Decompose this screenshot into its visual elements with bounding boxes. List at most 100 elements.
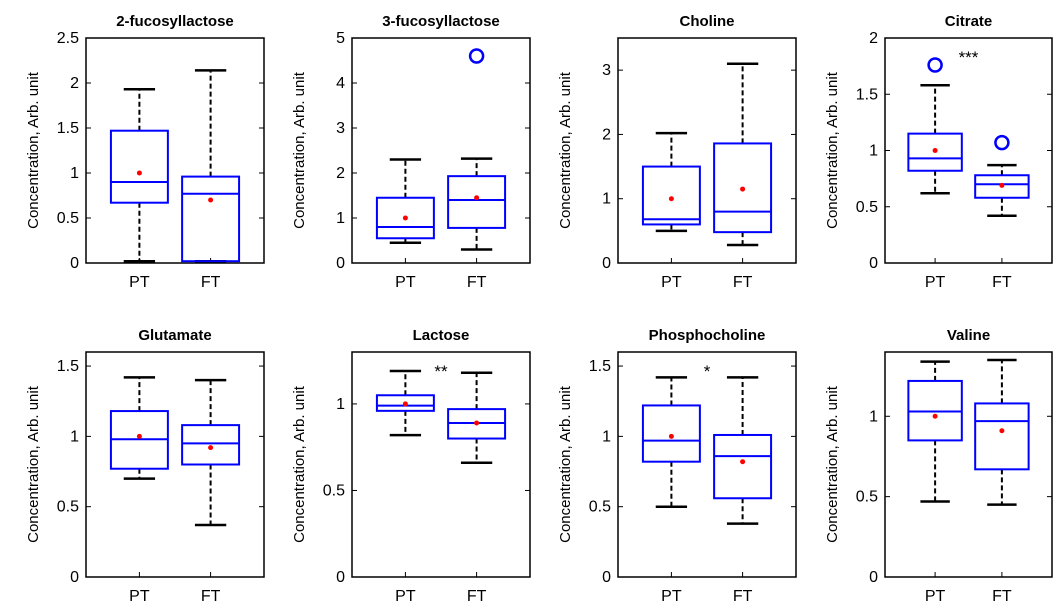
panel-0: 2-fucosyllactose Concentration, Arb. unit… [25, 13, 265, 291]
y-tick-label: 1 [70, 428, 79, 445]
y-tick-label: 1 [602, 191, 611, 208]
y-tick-label: 3 [602, 62, 611, 79]
panel-2: Choline Concentration, Arb. unit 0 1 2 3 PT FT [557, 13, 797, 291]
x-tick-label: PT [661, 588, 682, 605]
box-pt [641, 131, 701, 233]
x-tick-label: FT [201, 588, 221, 605]
significance-marker: ** [434, 362, 448, 381]
mean-marker [136, 433, 142, 439]
panel-5: Lactose Concentration, Arb. unit 0 0.5 1 PT FT… [291, 327, 531, 605]
y-tick-label: 0.5 [57, 499, 79, 516]
x-tick-label: PT [925, 588, 946, 605]
y-tick-label: 0 [336, 255, 345, 272]
y-tick-label: 0 [70, 255, 79, 272]
y-tick-label: 1.5 [57, 358, 79, 375]
axes-frame [351, 351, 531, 578]
x-tick-label: FT [992, 274, 1012, 291]
y-tick-label: 2 [602, 126, 611, 143]
mean-marker [208, 197, 214, 203]
iqr-box [641, 165, 701, 226]
iqr-box [109, 129, 169, 204]
mean-marker [932, 413, 938, 419]
outlier-point [994, 134, 1010, 151]
y-tick-label: 0 [869, 255, 878, 272]
box-ft [181, 69, 241, 263]
outlier-point [927, 57, 943, 73]
panel-3: Citrate Concentration, Arb. unit 0 0.5 1 1.5 2… [824, 13, 1053, 291]
y-axis-label: Concentration, Arb. unit [25, 385, 42, 543]
mean-marker [740, 459, 746, 465]
mean-marker [402, 401, 408, 407]
box-ft [713, 376, 773, 525]
iqr-box [713, 433, 773, 500]
panel-title: Choline [680, 13, 735, 30]
axes-frame [85, 37, 265, 264]
panel-1: 3-fucosyllactose Concentration, Arb. unit… [291, 13, 531, 291]
significance-marker: * [704, 362, 711, 381]
y-tick-label: 1 [869, 408, 878, 425]
iqr-box [181, 424, 241, 466]
panel-title: Citrate [945, 13, 993, 30]
y-tick-label: 0.5 [57, 210, 79, 227]
panel-title: 2-fucosyllactose [116, 13, 234, 30]
iqr-box [974, 174, 1030, 199]
iqr-box [974, 402, 1030, 471]
x-tick-label: FT [733, 274, 753, 291]
y-tick-label: 0 [70, 569, 79, 586]
mean-marker [474, 195, 480, 201]
axes-frame [884, 37, 1053, 264]
mean-marker [136, 170, 142, 176]
y-axis-label: Concentration, Arb. unit [557, 71, 574, 229]
box-ft [974, 134, 1030, 217]
mean-marker [932, 148, 938, 153]
box-pt [641, 376, 701, 508]
x-tick-label: FT [467, 588, 487, 605]
iqr-box [181, 175, 241, 263]
y-tick-label: 1.5 [589, 358, 611, 375]
y-tick-label: 1 [869, 143, 878, 160]
box-pt [907, 360, 963, 503]
x-tick-label: PT [129, 588, 150, 605]
y-tick-label: 1 [602, 428, 611, 445]
y-tick-label: 0 [602, 255, 611, 272]
panel-title: Lactose [413, 327, 470, 344]
axes-frame [351, 37, 531, 264]
box-ft [447, 48, 507, 251]
x-tick-label: FT [733, 588, 753, 605]
x-tick-label: FT [201, 274, 221, 291]
y-axis-label: Concentration, Arb. unit [824, 71, 841, 229]
axes-frame [617, 351, 797, 578]
y-axis-label: Concentration, Arb. unit [291, 71, 308, 229]
x-tick-label: FT [992, 588, 1012, 605]
mean-marker [668, 433, 674, 439]
mean-marker [999, 428, 1005, 434]
panel-6: Phosphocholine Concentration, Arb. unit 0 0… [557, 327, 797, 605]
box-pt [375, 369, 435, 437]
iqr-box [447, 175, 507, 229]
iqr-box [641, 404, 701, 463]
box-ft [713, 62, 773, 247]
y-tick-label: 1 [336, 396, 345, 413]
box-ft [447, 371, 507, 465]
mean-marker [999, 182, 1005, 188]
y-tick-label: 1.5 [856, 86, 878, 103]
axes-frame [884, 351, 1053, 578]
axes-frame [617, 37, 797, 264]
y-tick-label: 3 [336, 120, 345, 137]
iqr-box [375, 196, 435, 240]
axes-frame [85, 351, 265, 578]
box-ft [181, 378, 241, 527]
y-tick-label: 2 [336, 165, 345, 182]
panel-title: Glutamate [138, 327, 211, 344]
box-ft [974, 358, 1030, 506]
panel-title: Valine [947, 327, 990, 344]
x-tick-label: FT [467, 274, 487, 291]
y-tick-label: 5 [336, 30, 345, 47]
y-axis-label: Concentration, Arb. unit [557, 385, 574, 543]
y-tick-label: 0.5 [856, 489, 878, 506]
x-tick-label: PT [925, 274, 946, 291]
x-tick-label: PT [395, 588, 416, 605]
y-tick-label: 1.5 [57, 120, 79, 137]
y-tick-label: 2 [70, 75, 79, 92]
